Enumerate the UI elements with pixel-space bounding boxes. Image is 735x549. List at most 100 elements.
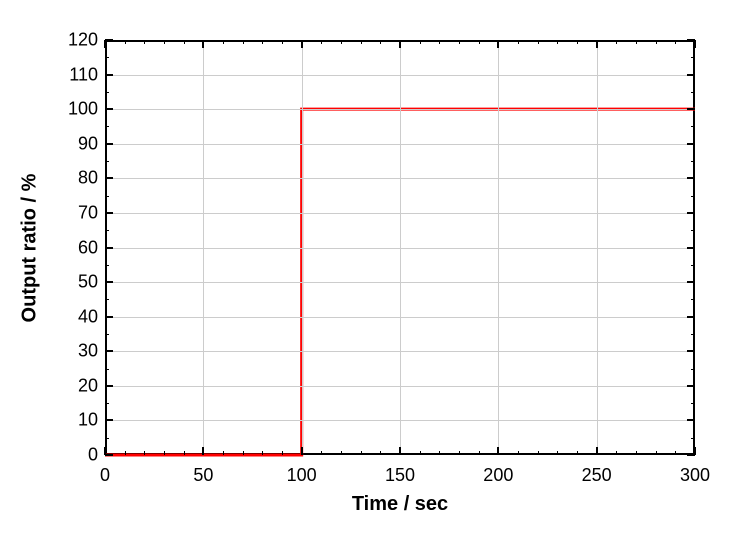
grid-line-horizontal <box>105 144 695 145</box>
x-tick-label: 150 <box>385 465 415 486</box>
x-tick-minor <box>675 451 676 455</box>
y-tick-minor-right <box>691 196 695 197</box>
x-tick-minor-top <box>243 40 244 44</box>
x-tick-label: 300 <box>680 465 710 486</box>
x-tick-minor <box>439 451 440 455</box>
x-tick-minor <box>636 451 637 455</box>
x-tick-minor-top <box>282 40 283 44</box>
y-tick-major <box>105 350 113 352</box>
y-tick-minor-right <box>691 403 695 404</box>
y-tick-major-right <box>687 419 695 421</box>
y-tick-minor-right <box>691 438 695 439</box>
x-tick-major-top <box>694 40 696 48</box>
grid-line-horizontal <box>105 178 695 179</box>
x-tick-minor <box>184 451 185 455</box>
x-tick-major <box>301 447 303 455</box>
y-tick-minor <box>105 334 109 335</box>
grid-line-horizontal <box>105 282 695 283</box>
y-tick-minor-right <box>691 369 695 370</box>
y-tick-minor-right <box>691 92 695 93</box>
y-tick-minor <box>105 265 109 266</box>
x-tick-minor-top <box>557 40 558 44</box>
x-axis-label: Time / sec <box>352 493 448 516</box>
grid-line-horizontal <box>105 317 695 318</box>
x-tick-major-top <box>399 40 401 48</box>
y-tick-minor <box>105 369 109 370</box>
y-tick-major <box>105 212 113 214</box>
y-tick-label: 30 <box>60 341 98 362</box>
x-tick-minor-top <box>577 40 578 44</box>
x-tick-label: 100 <box>287 465 317 486</box>
x-tick-minor <box>361 451 362 455</box>
y-tick-major <box>105 74 113 76</box>
x-tick-label: 250 <box>582 465 612 486</box>
y-tick-minor-right <box>691 265 695 266</box>
x-tick-label: 0 <box>100 465 110 486</box>
x-tick-minor <box>243 451 244 455</box>
y-tick-major <box>105 39 113 41</box>
x-tick-minor <box>341 451 342 455</box>
x-tick-major-top <box>202 40 204 48</box>
x-tick-minor-top <box>459 40 460 44</box>
x-tick-major <box>596 447 598 455</box>
y-tick-major-right <box>687 108 695 110</box>
x-tick-minor-top <box>420 40 421 44</box>
x-tick-minor-top <box>479 40 480 44</box>
x-tick-minor-top <box>656 40 657 44</box>
x-tick-minor-top <box>321 40 322 44</box>
y-tick-minor <box>105 161 109 162</box>
x-tick-minor-top <box>184 40 185 44</box>
step-response-chart: Time / sec Output ratio / % 050100150200… <box>0 0 735 549</box>
y-tick-label: 70 <box>60 202 98 223</box>
y-tick-minor <box>105 230 109 231</box>
grid-line-horizontal <box>105 351 695 352</box>
x-tick-minor <box>223 451 224 455</box>
y-tick-major <box>105 143 113 145</box>
y-axis-label: Output ratio / % <box>19 173 42 322</box>
y-tick-minor <box>105 299 109 300</box>
y-tick-major <box>105 316 113 318</box>
y-tick-label: 90 <box>60 133 98 154</box>
y-tick-major <box>105 419 113 421</box>
x-tick-minor-top <box>341 40 342 44</box>
y-tick-minor <box>105 57 109 58</box>
y-tick-major-right <box>687 385 695 387</box>
grid-line-horizontal <box>105 248 695 249</box>
x-tick-major-top <box>301 40 303 48</box>
x-tick-minor <box>616 451 617 455</box>
y-tick-minor-right <box>691 126 695 127</box>
x-tick-minor-top <box>439 40 440 44</box>
y-tick-minor <box>105 196 109 197</box>
x-tick-minor <box>577 451 578 455</box>
y-tick-label: 10 <box>60 410 98 431</box>
y-tick-major-right <box>687 316 695 318</box>
y-tick-label: 110 <box>60 64 98 85</box>
x-tick-minor <box>518 451 519 455</box>
x-tick-minor <box>380 451 381 455</box>
y-tick-major-right <box>687 350 695 352</box>
y-tick-major-right <box>687 39 695 41</box>
x-tick-major-top <box>104 40 106 48</box>
x-tick-minor <box>321 451 322 455</box>
x-tick-minor-top <box>262 40 263 44</box>
y-tick-major-right <box>687 143 695 145</box>
data-line-svg <box>0 0 735 549</box>
x-tick-minor-top <box>518 40 519 44</box>
x-tick-minor <box>420 451 421 455</box>
y-tick-minor <box>105 403 109 404</box>
x-tick-minor <box>282 451 283 455</box>
y-tick-major-right <box>687 247 695 249</box>
y-tick-minor <box>105 438 109 439</box>
y-tick-major-right <box>687 281 695 283</box>
x-tick-minor <box>656 451 657 455</box>
x-tick-minor-top <box>636 40 637 44</box>
y-tick-label: 20 <box>60 375 98 396</box>
y-tick-major-right <box>687 454 695 456</box>
y-tick-label: 0 <box>60 445 98 466</box>
x-tick-minor <box>164 451 165 455</box>
x-tick-minor <box>479 451 480 455</box>
y-tick-label: 120 <box>60 30 98 51</box>
x-tick-minor <box>459 451 460 455</box>
x-tick-major-top <box>497 40 499 48</box>
y-tick-minor <box>105 126 109 127</box>
